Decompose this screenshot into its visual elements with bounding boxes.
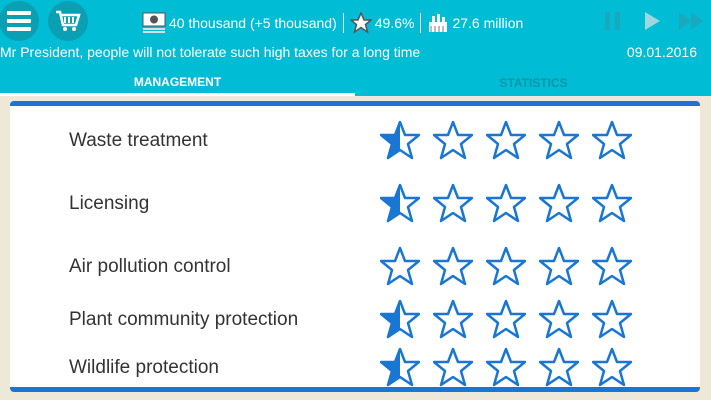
play-icon[interactable] xyxy=(642,9,662,33)
list-item: Waste treatment xyxy=(10,120,700,160)
star-rating[interactable] xyxy=(380,246,632,286)
population-icon xyxy=(429,14,448,32)
item-label: Air pollution control xyxy=(69,256,231,277)
star-icon[interactable] xyxy=(592,183,632,223)
list-item: Wildlife protection xyxy=(10,347,700,387)
fast-forward-icon[interactable] xyxy=(677,9,707,33)
list-item: Plant community protection xyxy=(10,299,700,339)
star-icon[interactable] xyxy=(433,120,473,160)
star-icon[interactable] xyxy=(539,347,579,387)
cart-icon xyxy=(56,10,81,31)
star-icon[interactable] xyxy=(433,183,473,223)
divider xyxy=(420,13,422,33)
game-date: 09.01.2016 xyxy=(626,44,697,60)
list-item: Licensing xyxy=(10,183,700,223)
star-rating[interactable] xyxy=(380,183,632,223)
star-icon[interactable] xyxy=(380,347,420,387)
star-icon[interactable] xyxy=(539,120,579,160)
star-icon[interactable] xyxy=(433,299,473,339)
star-icon[interactable] xyxy=(380,120,420,160)
shop-button[interactable] xyxy=(48,1,88,41)
item-label: Plant community protection xyxy=(69,309,299,330)
star-rating[interactable] xyxy=(380,347,632,387)
star-icon[interactable] xyxy=(433,246,473,286)
star-icon[interactable] xyxy=(486,246,526,286)
divider xyxy=(342,13,344,33)
star-icon[interactable] xyxy=(380,183,420,223)
star-icon[interactable] xyxy=(380,299,420,339)
top-bar: 40 thousand (+5 thousand) 49.6% 27.6 mil… xyxy=(0,0,711,96)
menu-button[interactable] xyxy=(0,1,39,41)
item-label: Waste treatment xyxy=(69,130,208,151)
star-icon[interactable] xyxy=(539,246,579,286)
star-icon[interactable] xyxy=(486,347,526,387)
star-icon[interactable] xyxy=(539,183,579,223)
star-icon[interactable] xyxy=(486,183,526,223)
star-rating[interactable] xyxy=(380,120,632,160)
population-value: 27.6 million xyxy=(452,15,524,31)
star-icon[interactable] xyxy=(592,347,632,387)
star-icon[interactable] xyxy=(486,120,526,160)
list-item: Air pollution control xyxy=(10,246,700,286)
star-icon[interactable] xyxy=(433,347,473,387)
star-icon[interactable] xyxy=(592,299,632,339)
pause-icon[interactable] xyxy=(603,9,623,33)
status-bar: 40 thousand (+5 thousand) 49.6% 27.6 mil… xyxy=(142,12,523,34)
approval-value: 49.6% xyxy=(374,15,415,31)
menu-icon xyxy=(7,11,31,31)
management-list: Waste treatment Licensing Air pollution co… xyxy=(10,101,700,392)
tab-statistics[interactable]: STATISTICS xyxy=(499,76,568,90)
star-rating-icon xyxy=(349,12,372,34)
money-value: 40 thousand (+5 thousand) xyxy=(169,15,337,31)
star-icon[interactable] xyxy=(592,246,632,286)
star-icon[interactable] xyxy=(486,299,526,339)
star-icon[interactable] xyxy=(539,299,579,339)
item-label: Licensing xyxy=(69,193,150,214)
star-rating[interactable] xyxy=(380,299,632,339)
star-icon[interactable] xyxy=(592,120,632,160)
advisor-message: Mr President, people will not tolerate s… xyxy=(0,44,421,60)
star-icon[interactable] xyxy=(380,246,420,286)
money-icon xyxy=(142,12,166,33)
item-label: Wildlife protection xyxy=(69,357,219,378)
tab-management[interactable]: MANAGEMENT xyxy=(0,70,355,96)
